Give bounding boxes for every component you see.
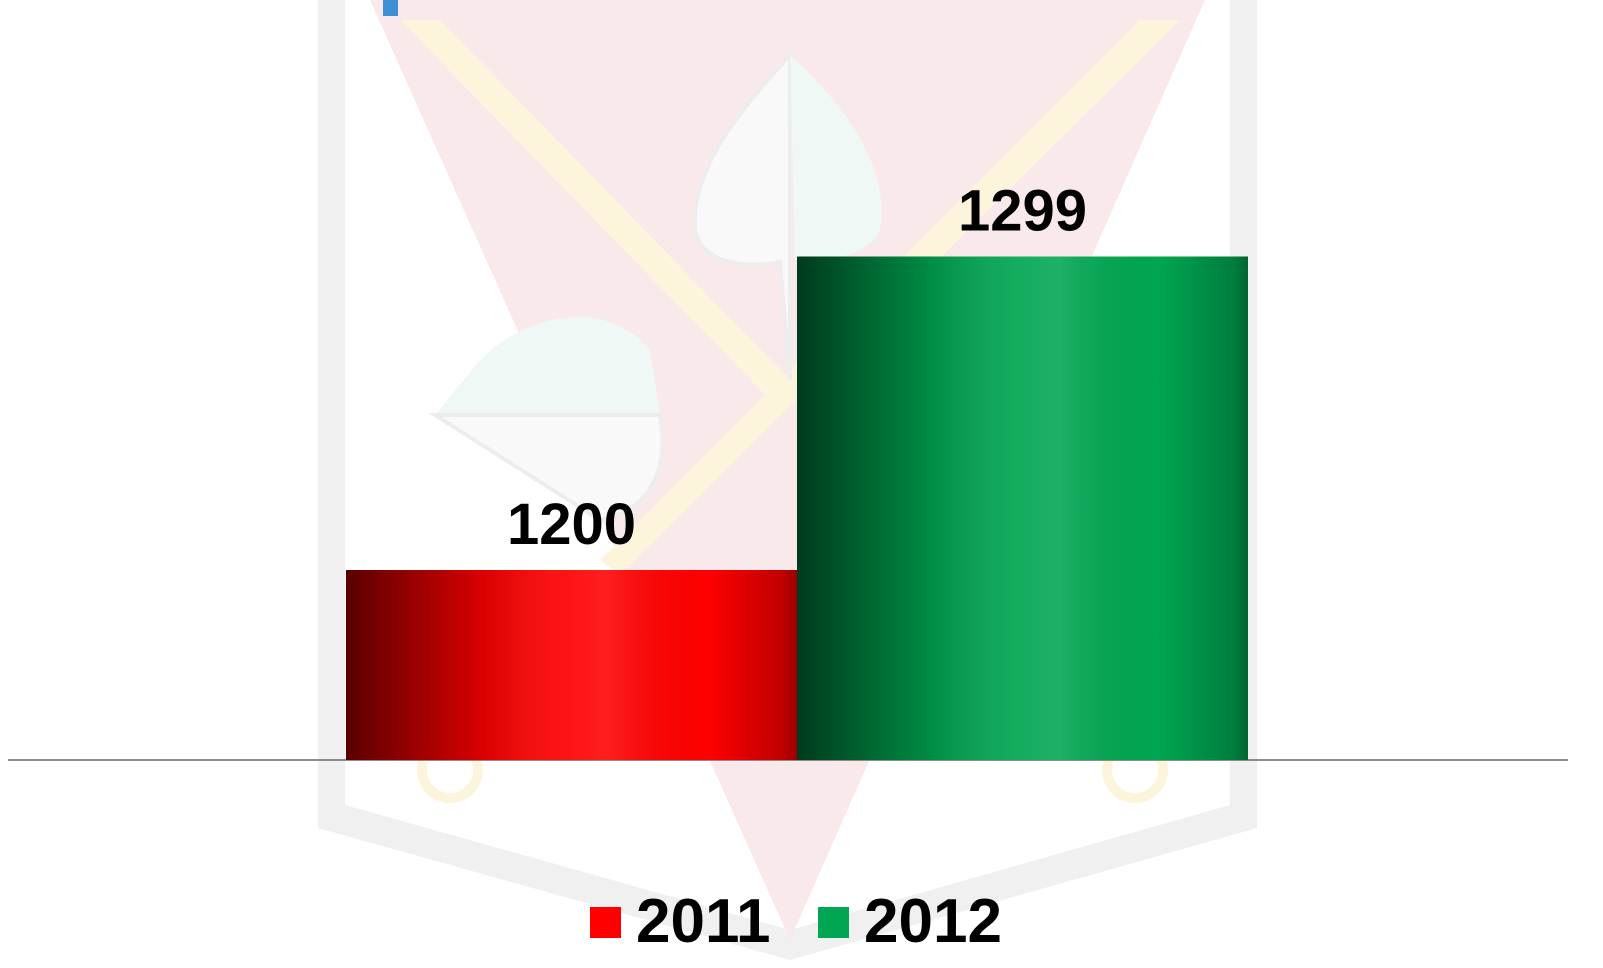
legend-label: 2011 [636,887,771,956]
value-label: 1200 [507,492,636,557]
legend-swatch [590,907,621,938]
bar-shade [346,570,797,760]
bar-shade [797,256,1248,760]
marker [383,0,398,16]
value-label: 1299 [958,179,1087,244]
legend-label: 2012 [864,887,1002,956]
legend-swatch [818,907,849,938]
